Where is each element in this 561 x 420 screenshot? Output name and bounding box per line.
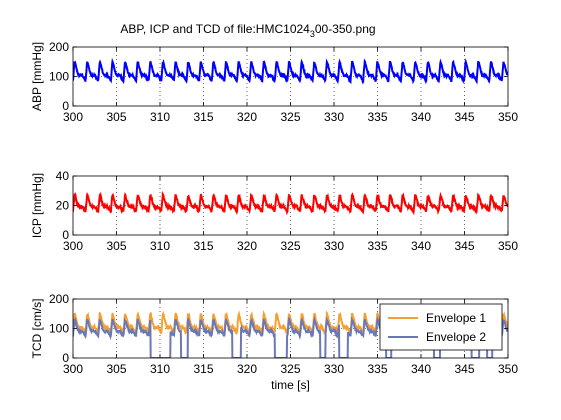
x-tick-label: 300 bbox=[63, 110, 83, 124]
x-tick-label: 340 bbox=[411, 110, 431, 124]
x-tick-label: 300 bbox=[63, 362, 83, 376]
x-tick-label: 320 bbox=[237, 239, 257, 253]
series-line-1 bbox=[73, 190, 508, 216]
x-tick-label: 310 bbox=[150, 239, 170, 253]
subplot-2: 300 305 310 315 320 325 330 335 340 345 350 0 20 40 IC… bbox=[30, 169, 518, 253]
legend-label-2: Envelope 2 bbox=[426, 330, 486, 344]
y-tick-label: 0 bbox=[62, 99, 69, 113]
x-tick-label: 320 bbox=[237, 362, 257, 376]
x-tick-label: 310 bbox=[150, 110, 170, 124]
x-tick-label: 330 bbox=[324, 362, 344, 376]
x-tick-label: 305 bbox=[106, 110, 126, 124]
x-tick-label: 330 bbox=[324, 239, 344, 253]
x-tick-label: 335 bbox=[367, 110, 387, 124]
y-axis-label: ABP [mmHg] bbox=[30, 42, 44, 111]
x-tick-label: 325 bbox=[280, 239, 300, 253]
x-tick-label: 345 bbox=[454, 239, 474, 253]
x-tick-label: 305 bbox=[106, 239, 126, 253]
y-axis-label: TCD [cm/s] bbox=[30, 299, 44, 359]
x-tick-label: 345 bbox=[454, 362, 474, 376]
x-tick-label: 335 bbox=[367, 362, 387, 376]
legend-box bbox=[379, 303, 503, 351]
figure-title: ABP, ICP and TCD of file:HMC1024300-350.… bbox=[120, 22, 375, 39]
y-tick-label: 40 bbox=[56, 169, 70, 183]
y-tick-label: 0 bbox=[62, 228, 69, 242]
x-tick-label: 320 bbox=[237, 110, 257, 124]
x-tick-label: 350 bbox=[498, 362, 518, 376]
y-tick-label: 20 bbox=[56, 199, 70, 213]
x-tick-label: 305 bbox=[106, 362, 126, 376]
x-axis-label: time [s] bbox=[271, 378, 310, 392]
x-tick-label: 340 bbox=[411, 239, 431, 253]
y-tick-label: 100 bbox=[49, 70, 69, 84]
series-line-2 bbox=[73, 315, 508, 358]
y-axis-label: ICP [mmHg] bbox=[30, 173, 44, 238]
x-tick-label: 350 bbox=[498, 239, 518, 253]
x-tick-label: 300 bbox=[63, 239, 83, 253]
legend-label-1: Envelope 1 bbox=[426, 311, 486, 325]
x-tick-label: 315 bbox=[193, 110, 213, 124]
x-tick-label: 325 bbox=[280, 110, 300, 124]
x-tick-label: 310 bbox=[150, 362, 170, 376]
y-tick-label: 200 bbox=[49, 40, 69, 54]
x-tick-label: 315 bbox=[193, 239, 213, 253]
y-tick-label: 200 bbox=[49, 292, 69, 306]
series-line-1 bbox=[73, 57, 508, 85]
x-tick-label: 350 bbox=[498, 110, 518, 124]
subplot-3: 300 305 310 315 320 325 330 335 340 345 350 0 100 200… bbox=[30, 292, 518, 392]
subplot-1: 300 305 310 315 320 325 330 335 340 345 350 0 100 200… bbox=[30, 40, 518, 124]
y-tick-label: 100 bbox=[49, 322, 69, 336]
x-tick-label: 315 bbox=[193, 362, 213, 376]
x-tick-label: 340 bbox=[411, 362, 431, 376]
legend: Envelope 1 Envelope 2 bbox=[379, 303, 503, 351]
x-tick-label: 335 bbox=[367, 239, 387, 253]
subplots: 300 305 310 315 320 325 330 335 340 345 3500100200… bbox=[30, 40, 518, 392]
x-tick-label: 345 bbox=[454, 110, 474, 124]
y-tick-label: 0 bbox=[62, 351, 69, 365]
x-tick-label: 330 bbox=[324, 110, 344, 124]
x-tick-label: 325 bbox=[280, 362, 300, 376]
